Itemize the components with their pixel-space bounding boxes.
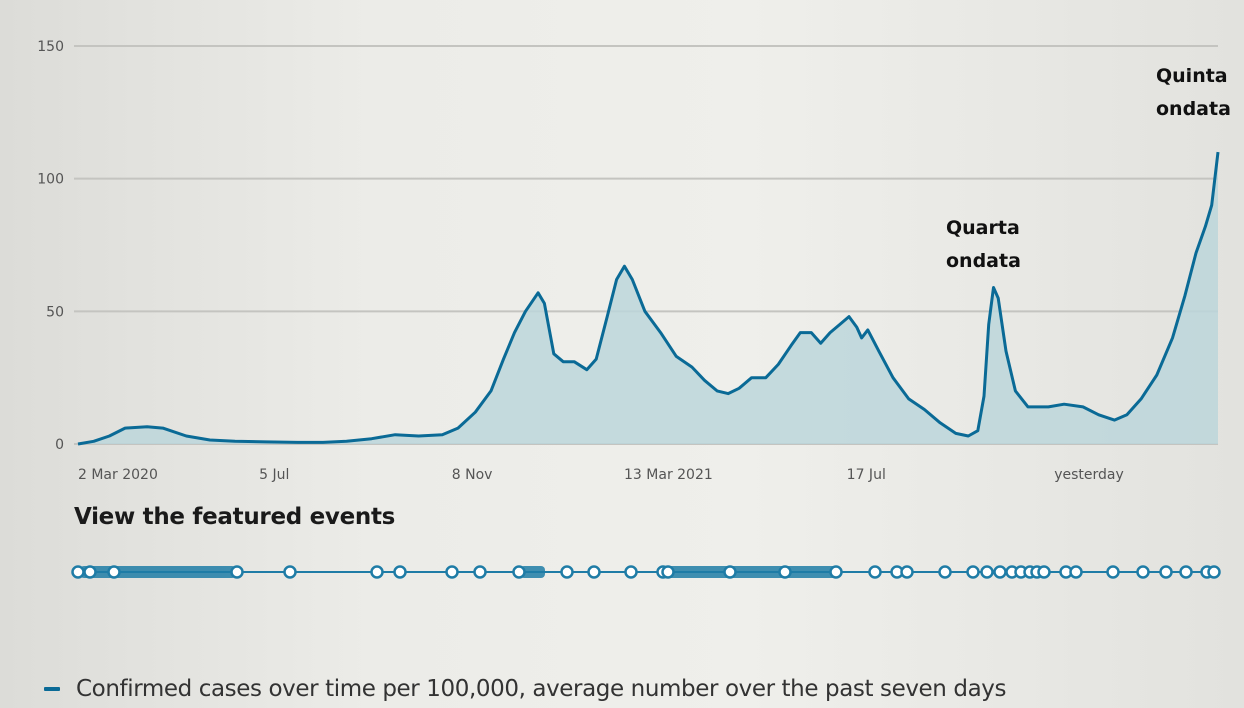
event-marker[interactable] [71, 565, 85, 579]
event-marker[interactable] [230, 565, 244, 579]
x-tick-label: 5 Jul [259, 467, 289, 483]
x-tick-label: 2 Mar 2020 [78, 467, 158, 483]
event-marker[interactable] [1207, 565, 1221, 579]
event-marker[interactable] [393, 565, 407, 579]
event-marker[interactable] [445, 565, 459, 579]
event-marker[interactable] [587, 565, 601, 579]
y-tick-label: 0 [55, 437, 64, 453]
events-highlight [660, 566, 840, 578]
event-marker[interactable] [1069, 565, 1083, 579]
events-highlight [80, 566, 236, 578]
chart: 0 50 100 150 2 Mar 2020 5 Jul 8 Nov 13 Mar 202… [37, 39, 1231, 579]
plot-area [77, 151, 1220, 446]
legend: Confirmed cases over time per 100,000, a… [44, 672, 1006, 706]
events-title: View the featured events [74, 504, 396, 530]
event-marker[interactable] [868, 565, 882, 579]
x-tick-label: 13 Mar 2021 [624, 467, 713, 483]
event-marker[interactable] [83, 565, 97, 579]
annotation-label: ondata [946, 250, 1021, 272]
event-marker[interactable] [980, 565, 994, 579]
event-marker[interactable] [370, 565, 384, 579]
event-marker[interactable] [938, 565, 952, 579]
event-marker[interactable] [512, 565, 526, 579]
y-tick-label: 150 [37, 39, 64, 55]
event-marker[interactable] [473, 565, 487, 579]
event-marker[interactable] [624, 565, 638, 579]
y-axis: 0 50 100 150 [37, 39, 64, 453]
legend-label: Confirmed cases over time per 100,000, a… [76, 676, 1007, 702]
y-tick-label: 100 [37, 172, 64, 188]
event-marker[interactable] [1037, 565, 1051, 579]
series-area [78, 152, 1218, 444]
x-axis: 2 Mar 2020 5 Jul 8 Nov 13 Mar 2021 17 Jul yes… [78, 467, 1124, 483]
x-tick-label: yesterday [1054, 467, 1124, 483]
annotation-label: Quinta [1156, 65, 1228, 87]
event-marker[interactable] [1106, 565, 1120, 579]
event-marker[interactable] [560, 565, 574, 579]
x-tick-label: 8 Nov [452, 467, 493, 483]
event-marker[interactable] [107, 565, 121, 579]
event-marker[interactable] [1179, 565, 1193, 579]
event-marker[interactable] [900, 565, 914, 579]
x-tick-label: 17 Jul [847, 467, 886, 483]
annotations: Quarta ondata Quinta ondata [946, 65, 1231, 272]
annotation-label: ondata [1156, 98, 1231, 120]
events-highlight [520, 566, 545, 578]
legend-swatch [44, 687, 60, 691]
event-marker[interactable] [993, 565, 1007, 579]
event-marker[interactable] [723, 565, 737, 579]
annotation-label: Quarta [946, 217, 1020, 239]
y-tick-label: 50 [46, 304, 64, 320]
event-marker[interactable] [283, 565, 297, 579]
event-marker[interactable] [778, 565, 792, 579]
series-line [77, 151, 1220, 446]
event-marker[interactable] [661, 565, 675, 579]
event-marker[interactable] [966, 565, 980, 579]
event-marker[interactable] [1136, 565, 1150, 579]
events-timeline [71, 565, 1221, 579]
event-marker[interactable] [829, 565, 843, 579]
event-marker[interactable] [1159, 565, 1173, 579]
